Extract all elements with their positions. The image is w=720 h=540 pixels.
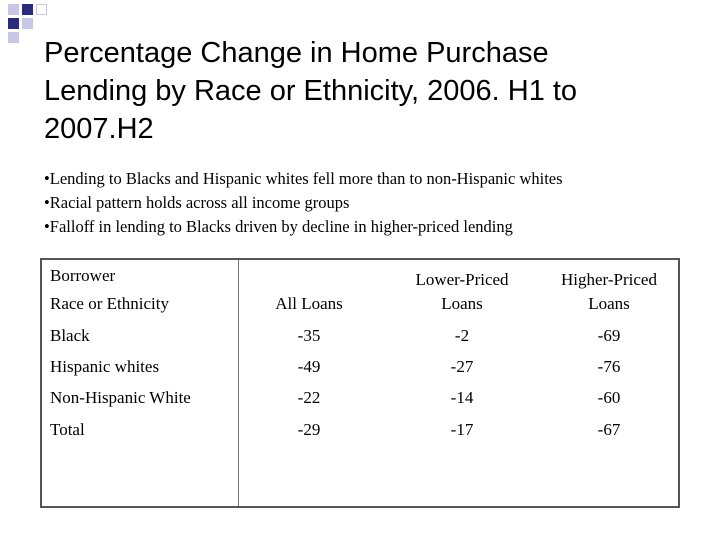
deco-square bbox=[22, 18, 33, 29]
title-line: Lending by Race or Ethnicity, 2006. H1 t… bbox=[44, 75, 578, 107]
row-label: Non-Hispanic White bbox=[50, 388, 191, 407]
value-higher-priced: -60 bbox=[597, 388, 621, 407]
column-divider bbox=[238, 260, 239, 506]
lending-table: Borrower Race or Ethnicity All Loans Low… bbox=[40, 258, 680, 508]
value-all-loans: -49 bbox=[297, 357, 321, 376]
bullet-item: •Racial pattern holds across all income … bbox=[44, 193, 350, 212]
value-lower-priced: -14 bbox=[450, 388, 474, 407]
header-borrower: Borrower bbox=[50, 266, 116, 285]
title-line: 2007.H2 bbox=[44, 113, 154, 145]
deco-square bbox=[22, 4, 33, 15]
row-label: Total bbox=[50, 420, 85, 439]
value-all-loans: -35 bbox=[297, 326, 321, 345]
value-all-loans: -22 bbox=[297, 388, 321, 407]
bullet-list: •Lending to Blacks and Hispanic whites f… bbox=[44, 167, 704, 239]
value-higher-priced: -67 bbox=[597, 420, 621, 439]
row-label: Black bbox=[50, 326, 90, 345]
value-lower-priced: -17 bbox=[450, 420, 474, 439]
value-lower-priced: -2 bbox=[454, 326, 470, 345]
deco-square bbox=[8, 32, 19, 43]
header-all-loans: All Loans bbox=[275, 294, 343, 313]
bullet-item: •Falloff in lending to Blacks driven by … bbox=[44, 217, 513, 236]
corner-decoration bbox=[0, 0, 60, 43]
deco-square bbox=[36, 4, 47, 15]
bullet-item: •Lending to Blacks and Hispanic whites f… bbox=[44, 169, 563, 188]
slide-title: Percentage Change in Home Purchase Lendi… bbox=[44, 34, 704, 148]
deco-square bbox=[8, 18, 19, 29]
value-higher-priced: -69 bbox=[597, 326, 621, 345]
row-label: Hispanic whites bbox=[50, 357, 160, 376]
header-lower-priced: Lower-Priced bbox=[415, 270, 509, 289]
value-lower-priced: -27 bbox=[450, 357, 474, 376]
header-higher-loans: Loans bbox=[588, 294, 630, 313]
header-higher-priced: Higher-Priced bbox=[561, 270, 657, 289]
header-lower-loans: Loans bbox=[441, 294, 483, 313]
deco-square bbox=[8, 4, 19, 15]
header-race-ethnicity: Race or Ethnicity bbox=[50, 294, 169, 313]
value-all-loans: -29 bbox=[297, 420, 321, 439]
value-higher-priced: -76 bbox=[597, 357, 621, 376]
title-line: Percentage Change in Home Purchase bbox=[44, 37, 549, 69]
